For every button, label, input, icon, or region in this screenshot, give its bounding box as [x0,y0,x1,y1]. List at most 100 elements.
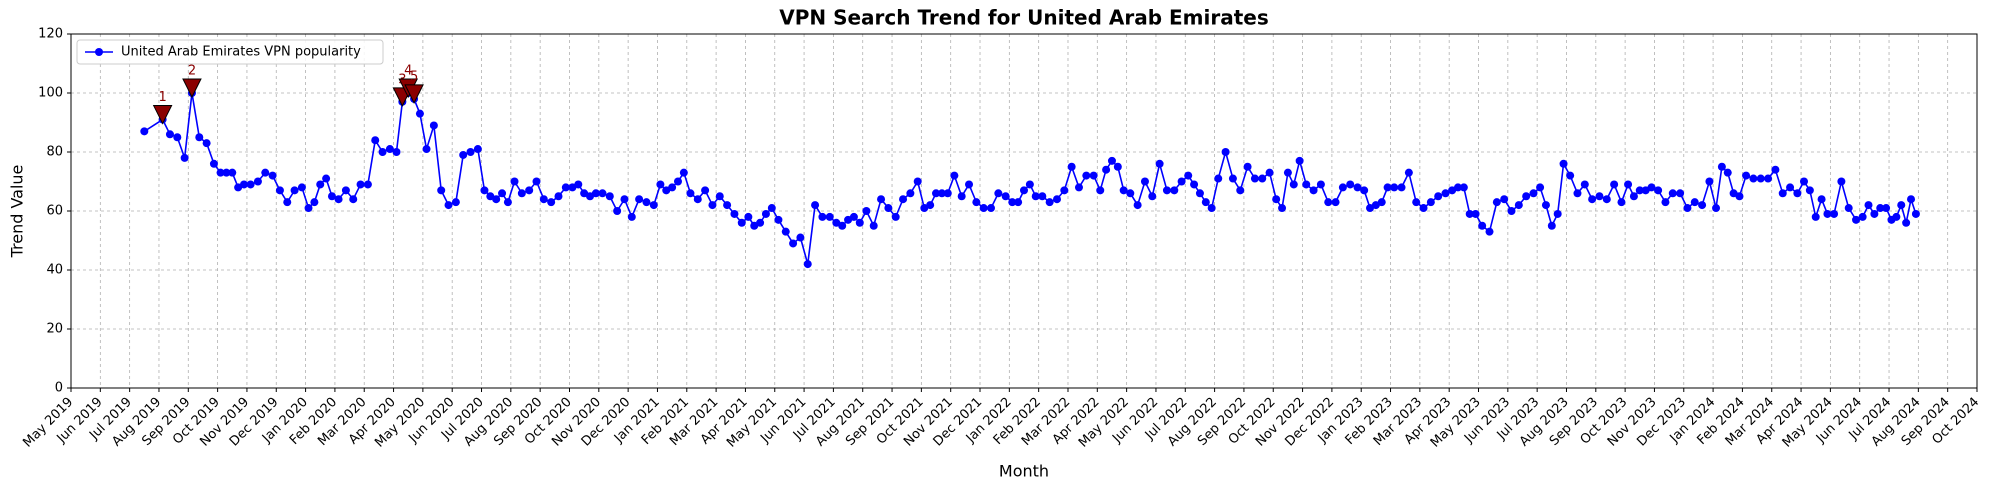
data-point [1507,207,1516,215]
y-tick-label: 60 [46,204,63,219]
data-point [1876,204,1885,213]
data-point [730,209,739,218]
data-point [1102,165,1111,174]
data-point [1723,168,1732,177]
data-point [701,186,710,195]
data-point [1025,180,1034,189]
data-point [316,180,325,189]
data-point [1786,183,1795,192]
data-point [371,136,380,145]
data-point [1190,180,1199,189]
annotation-label: 1 [158,90,166,105]
data-point [283,198,292,207]
data-point [1426,198,1435,207]
data-point [1588,195,1597,204]
data-point [965,180,974,189]
data-point [532,177,541,186]
data-point [855,218,864,227]
data-point [1559,159,1568,168]
data-point [811,201,820,210]
data-point [1177,177,1186,186]
data-point [503,198,512,207]
data-point [1272,195,1281,204]
data-point [1113,162,1122,171]
data-point [268,171,277,180]
data-point [561,183,570,192]
data-point [979,204,988,213]
data-point [708,201,717,210]
data-point [1338,183,1347,192]
data-point [1404,168,1413,177]
data-point [1629,192,1638,201]
data-point [1031,192,1040,201]
data-point [1566,171,1575,180]
data-point [554,192,563,201]
data-point [620,195,629,204]
data-point [1390,183,1399,192]
legend-marker [95,48,103,56]
data-point [1892,212,1901,221]
data-point [1717,162,1726,171]
data-point [240,180,249,189]
data-point [1096,186,1105,195]
data-point [1089,171,1098,180]
data-point [1907,195,1916,204]
data-point [1712,204,1721,213]
data-point [1038,192,1047,201]
data-point [1830,209,1839,218]
data-point [451,198,460,207]
data-point [1870,209,1879,218]
data-point [1817,195,1826,204]
data-point [1742,171,1751,180]
data-point [1170,186,1179,195]
data-point [1459,183,1468,192]
data-point [1778,189,1787,198]
data-point [498,189,507,198]
data-point [899,195,908,204]
data-point [574,180,583,189]
data-point [363,180,372,189]
data-point [334,195,343,204]
data-point [1309,186,1318,195]
data-point [1316,180,1325,189]
data-point [327,192,336,201]
data-point [1902,218,1911,227]
data-point [1610,180,1619,189]
data-point [1302,180,1311,189]
data-point [222,168,231,177]
data-point [1799,177,1808,186]
data-point [392,148,401,156]
data-point [943,189,952,198]
data-point [613,207,622,215]
data-point [385,145,394,154]
data-point [173,133,182,142]
data-point [1624,180,1633,189]
data-point [1133,201,1142,210]
data-point [480,186,489,195]
data-point [1595,192,1604,201]
data-point [459,150,468,159]
y-tick-label: 80 [46,145,63,160]
data-point [1201,198,1210,207]
y-axis-label: Trend Value [8,165,27,259]
data-point [774,215,783,224]
data-point [1250,174,1259,183]
data-point [1082,171,1091,180]
chart-title: VPN Search Trend for United Arab Emirate… [779,6,1268,30]
data-point [1243,162,1252,171]
data-point [261,168,270,177]
data-point [656,180,665,189]
data-point [180,153,189,162]
data-point [838,221,847,230]
data-point [1140,177,1149,186]
data-point [547,198,556,207]
data-point [825,212,834,221]
data-point [349,195,358,204]
data-point [290,186,299,195]
data-point [1500,195,1509,204]
data-point [1265,168,1274,177]
data-point [781,227,790,236]
y-tick-label: 0 [55,381,63,396]
data-point [1412,198,1421,207]
